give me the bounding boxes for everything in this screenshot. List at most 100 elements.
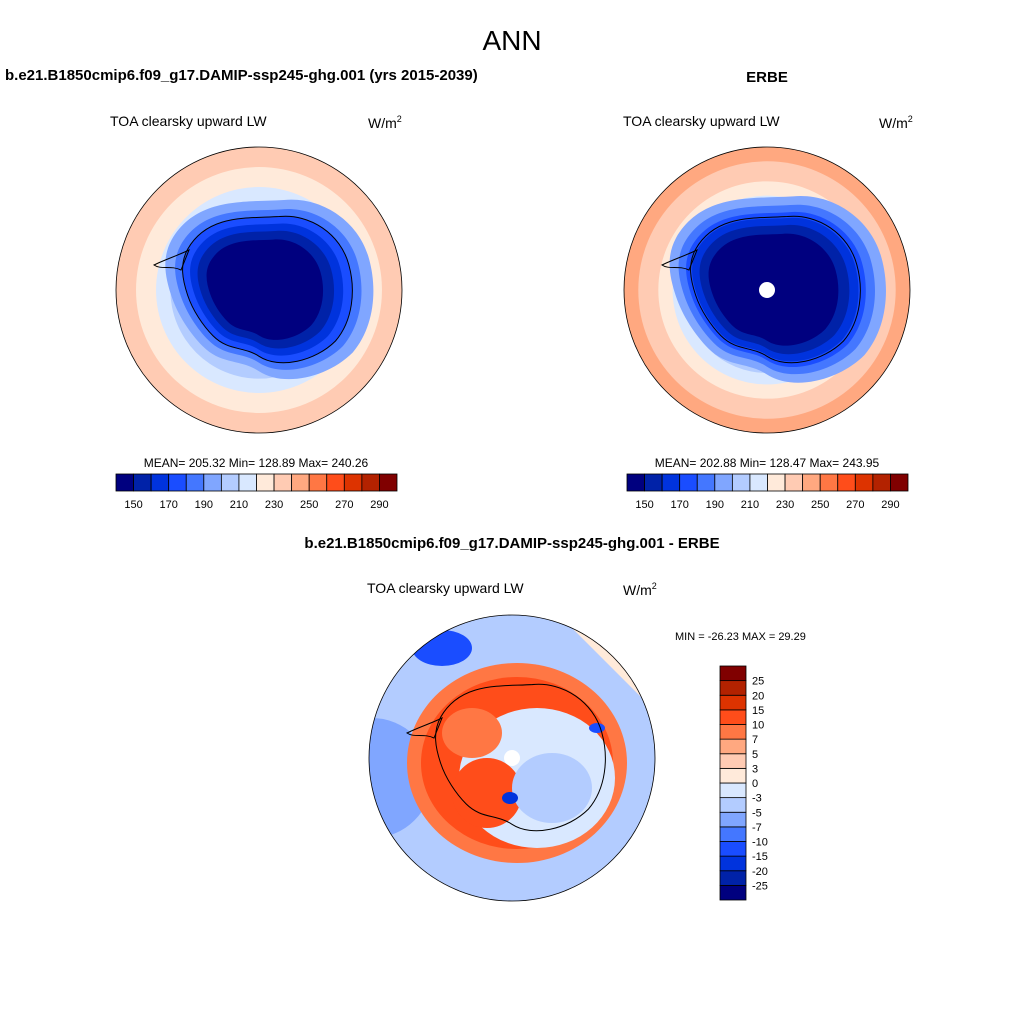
colorbar-box: [719, 841, 747, 857]
polar-map: [623, 146, 911, 434]
colorbar-box: [168, 473, 187, 492]
contour-region: [502, 792, 518, 804]
colorbar-box: [273, 473, 293, 492]
colorbar-box: [150, 473, 170, 492]
colorbar-box: [719, 738, 747, 755]
colorbar-box: [819, 473, 839, 492]
colorbar-box: [749, 473, 768, 492]
map-border: [623, 146, 911, 434]
colorbar-box: [308, 473, 328, 492]
colorbar-box: [719, 811, 747, 828]
colorbar-box: [719, 680, 747, 696]
colorbar-box: [714, 473, 733, 492]
colorbar-tick-label: 230: [265, 499, 283, 511]
stats-text: MEAN= 202.88 Min= 128.47 Max= 243.95: [655, 456, 880, 470]
colorbar-box: [719, 753, 747, 769]
colorbar-box: [343, 473, 363, 492]
colorbar-box: [326, 473, 345, 492]
colorbar-tick-label: -7: [752, 822, 762, 834]
colorbar-box: [719, 665, 747, 682]
colorbar-tick-label: 210: [230, 499, 248, 511]
contour-region: [442, 708, 502, 758]
colorbar-tick-label: 250: [300, 499, 318, 511]
colorbar-tick-label: 25: [752, 676, 764, 688]
colorbar-box: [719, 884, 747, 901]
coastline: [435, 683, 606, 832]
colorbar-tick-label: 5: [752, 749, 758, 761]
panel-subtitle: TOA clearsky upward LW: [110, 113, 267, 129]
contour-region: [589, 723, 605, 733]
units-label: W/m2: [623, 581, 657, 598]
panel-subtitle: TOA clearsky upward LW: [367, 580, 524, 596]
contour-region: [452, 758, 522, 828]
colorbar-box: [719, 826, 747, 842]
colorbar-tick-label: 170: [160, 499, 178, 511]
colorbar-box: [719, 797, 747, 813]
colorbar-box: [203, 473, 222, 492]
panel-difference: b.e21.B1850cmip6.f09_g17.DAMIP-ssp245-gh…: [304, 535, 806, 902]
colorbar-tick-label: 150: [124, 499, 142, 511]
pole-hole: [759, 282, 775, 298]
colorbar-box: [719, 767, 747, 784]
coastline: [406, 716, 443, 739]
colorbar-tick-label: 0: [752, 778, 758, 790]
colorbar-box: [238, 473, 257, 492]
stats-text: MIN = -26.23 MAX = 29.29: [675, 631, 806, 643]
colorbar-box: [719, 855, 747, 872]
colorbar-tick-label: -20: [752, 866, 768, 878]
contour-region: [369, 718, 432, 838]
map-field: [369, 615, 655, 901]
contour-region: [206, 239, 324, 340]
colorbar-box: [719, 709, 747, 725]
pole-hole: [504, 750, 520, 766]
units-label: W/m2: [368, 114, 402, 131]
map-border: [368, 614, 656, 902]
coastline: [691, 216, 861, 363]
colorbar-box: [185, 473, 205, 492]
colorbar-tick-label: 150: [635, 499, 653, 511]
colorbar-box: [890, 473, 909, 492]
coastline: [183, 216, 353, 363]
colorbar-tick-label: 290: [370, 499, 388, 511]
colorbar-box: [719, 782, 747, 799]
colorbar-box: [379, 473, 398, 492]
panel-title: b.e21.B1850cmip6.f09_g17.DAMIP-ssp245-gh…: [5, 67, 478, 84]
colorbar-tick-label: 210: [741, 499, 759, 511]
colorbar-tick-label: 290: [881, 499, 899, 511]
colorbar-box: [220, 473, 240, 492]
polar-map: [368, 614, 656, 902]
colorbar-tick-label: 15: [752, 705, 764, 717]
panel-title: ERBE: [746, 69, 788, 86]
colorbar-box: [626, 473, 645, 492]
colorbar-tick-label: 170: [671, 499, 689, 511]
colorbar-box: [133, 473, 152, 492]
contour-region: [512, 753, 592, 823]
colorbar-box: [837, 473, 856, 492]
colorbar-box: [661, 473, 681, 492]
map-border: [115, 146, 403, 434]
panel-obs: ERBE TOA clearsky upward LW W/m2 MEAN= 2…: [623, 69, 913, 511]
colorbar: 150 170 190 210 230 250 270 290: [115, 473, 398, 511]
colorbar-box: [719, 870, 747, 886]
map-field: [116, 147, 402, 433]
colorbar-box: [719, 724, 747, 740]
colorbar-box: [802, 473, 821, 492]
colorbar-tick-label: -15: [752, 851, 768, 863]
colorbar-tick-label: -25: [752, 880, 768, 892]
colorbar-box: [731, 473, 751, 492]
units-label: W/m2: [879, 114, 913, 131]
colorbar-box: [291, 473, 310, 492]
colorbar-box: [644, 473, 663, 492]
colorbar-tick-label: 270: [846, 499, 864, 511]
colorbar-tick-label: 250: [811, 499, 829, 511]
colorbar-box: [361, 473, 380, 492]
colorbar: -25 -20 -15 -10 -7 -5 -3 0 3 5 7 10 15 20 25: [719, 665, 768, 901]
colorbar-box: [784, 473, 804, 492]
colorbar-tick-label: 190: [706, 499, 724, 511]
panel-title: b.e21.B1850cmip6.f09_g17.DAMIP-ssp245-gh…: [304, 535, 719, 552]
page-title: ANN: [482, 25, 541, 56]
colorbar-tick-label: 20: [752, 690, 764, 702]
colorbar-box: [767, 473, 786, 492]
map-field: [624, 147, 910, 433]
colorbar-box: [115, 473, 134, 492]
